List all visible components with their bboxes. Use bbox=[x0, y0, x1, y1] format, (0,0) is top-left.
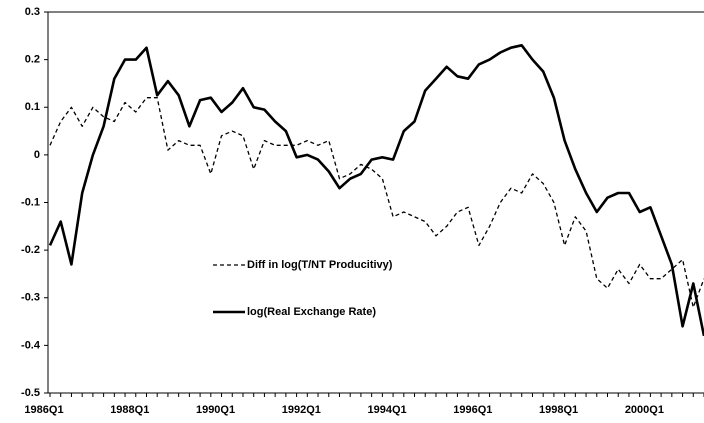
x-tick-label: 1996Q1 bbox=[453, 404, 492, 416]
plot-frame bbox=[47, 11, 704, 394]
y-tick-label: -0.4 bbox=[21, 339, 41, 351]
y-tick-label: 0.1 bbox=[25, 101, 40, 113]
y-tick-label: -0.2 bbox=[21, 244, 40, 256]
y-tick-label: 0.3 bbox=[25, 6, 40, 18]
x-tick-label: 1994Q1 bbox=[368, 404, 407, 416]
series-line bbox=[48, 44, 704, 337]
legend-label: Diff in log(T/NT Producitivy) bbox=[247, 259, 393, 271]
x-tick-label: 1992Q1 bbox=[282, 404, 321, 416]
series-line bbox=[49, 97, 704, 308]
x-tick-label: 1998Q1 bbox=[539, 404, 578, 416]
x-tick-label: 1988Q1 bbox=[110, 404, 149, 416]
y-tick-label: 0 bbox=[34, 149, 40, 161]
x-tick-label: 1990Q1 bbox=[196, 404, 235, 416]
x-tick-label: 1986Q1 bbox=[24, 404, 63, 416]
y-tick-label: 0.2 bbox=[25, 54, 40, 66]
legend-label: log(Real Exchange Rate) bbox=[247, 306, 376, 318]
y-tick-label: -0.3 bbox=[21, 292, 40, 304]
x-tick-label: 2000Q1 bbox=[625, 404, 664, 416]
y-tick-label: -0.5 bbox=[21, 387, 40, 399]
y-tick-label: -0.1 bbox=[21, 196, 40, 208]
